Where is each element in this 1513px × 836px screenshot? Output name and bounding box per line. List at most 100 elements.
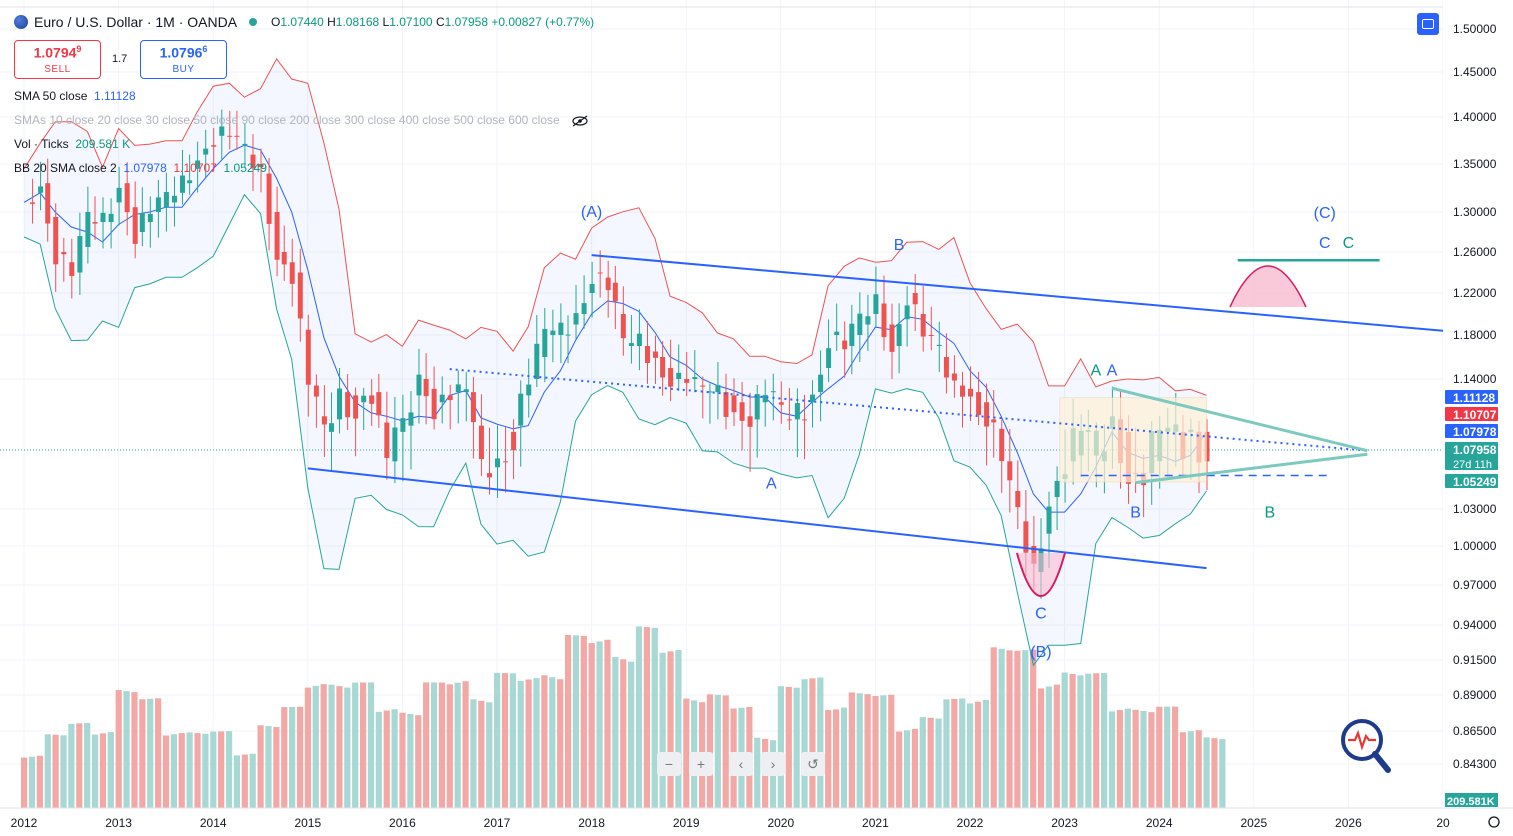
volume-bar xyxy=(840,707,848,808)
time-axis[interactable]: 2012 2013 2014 2015 2016 2017 2018 2019 2020 2021… xyxy=(0,807,1513,836)
scroll-right-button[interactable]: › xyxy=(761,752,785,776)
candle-body xyxy=(478,425,484,460)
candle-body xyxy=(124,183,130,213)
candle-body xyxy=(597,272,603,274)
symbol-title[interactable]: Euro / U.S. Dollar · 1M · OANDA xyxy=(34,14,238,30)
sell-button[interactable]: 1.07949 SELL xyxy=(14,40,101,79)
volume-bar xyxy=(407,713,414,808)
volume-bar xyxy=(1101,673,1108,808)
volume-bar xyxy=(832,709,840,808)
buy-button[interactable]: 1.07966 BUY xyxy=(140,40,227,79)
candle-body xyxy=(842,340,848,350)
candle-body xyxy=(526,384,532,396)
price-tick-label: 1.50000 xyxy=(1453,22,1497,36)
price-tick-label: 1.45000 xyxy=(1453,65,1497,79)
volume-bar xyxy=(541,675,548,808)
price-badge xyxy=(1445,407,1498,421)
candle-body xyxy=(881,303,887,338)
volume-bar xyxy=(1022,650,1029,808)
volume-bar xyxy=(651,627,658,808)
legend-volume[interactable]: Vol · Ticks 209.581 K xyxy=(14,137,131,151)
volume-bar xyxy=(683,698,690,808)
candle-body xyxy=(305,329,311,385)
candle-body xyxy=(928,335,934,336)
bb-lower-line xyxy=(23,193,1207,667)
volume-bar xyxy=(162,735,170,808)
volume-bar xyxy=(856,693,863,808)
volume-bar xyxy=(1116,709,1123,808)
candle-body xyxy=(345,392,351,418)
candle-body xyxy=(612,282,618,302)
volume-bar xyxy=(1085,673,1092,808)
drawings[interactable]: (A)BAC(B)A AB B(C)C C xyxy=(307,204,1444,661)
volume-bar xyxy=(722,695,729,808)
volume-bar xyxy=(194,733,201,808)
candle-body xyxy=(896,324,902,346)
volume-bar xyxy=(296,706,304,808)
wave-label: C xyxy=(1319,235,1331,252)
volume-bar xyxy=(352,682,359,808)
settings-gear-icon[interactable] xyxy=(1488,816,1500,828)
candle-body xyxy=(628,343,634,346)
volume-bar xyxy=(880,695,887,808)
volume-bar xyxy=(320,684,327,808)
candle-body xyxy=(439,394,445,403)
volume-bar xyxy=(257,725,264,808)
reset-chart-button[interactable]: ↺ xyxy=(801,752,825,776)
volume-bar xyxy=(21,757,28,808)
time-tick-label: 2012 xyxy=(11,816,38,830)
volume-bar xyxy=(612,656,619,808)
volume-bar xyxy=(659,652,666,808)
candle-body xyxy=(495,458,500,468)
volume-bar xyxy=(801,679,808,808)
candle-body xyxy=(731,395,737,413)
volume-bar xyxy=(486,702,493,808)
volume-bar xyxy=(367,682,375,808)
volume-bar xyxy=(36,755,43,808)
fullscreen-button[interactable] xyxy=(1417,13,1439,35)
candle-body xyxy=(943,357,949,378)
zoom-in-button[interactable]: + xyxy=(689,752,713,776)
buy-label: BUY xyxy=(172,63,195,75)
candle-body xyxy=(754,394,760,420)
legend-sma50[interactable]: SMA 50 close 1.11128 xyxy=(14,89,136,103)
wave-label: B xyxy=(1265,505,1276,522)
candle-body xyxy=(147,213,153,222)
candle-body xyxy=(511,431,517,451)
volume-bar xyxy=(667,651,674,808)
candle-body xyxy=(92,222,98,224)
candle-body xyxy=(250,154,256,169)
volume-bar xyxy=(170,734,177,808)
price-badge xyxy=(1445,390,1498,404)
magnifier-logo-icon xyxy=(1341,719,1391,773)
volume-bar xyxy=(202,733,209,808)
candle-body xyxy=(77,236,83,273)
candle-body xyxy=(53,217,59,265)
legend-smas[interactable]: SMAs 10 close 20 close 30 close 50 close… xyxy=(14,113,589,127)
volume-bar xyxy=(564,634,572,808)
hidden-eye-icon[interactable] xyxy=(571,115,589,127)
volume-bar xyxy=(620,659,627,808)
volume-bar xyxy=(998,648,1005,808)
volume-bar xyxy=(588,643,595,808)
volume-bar xyxy=(1156,706,1163,808)
candle-body xyxy=(195,160,201,169)
candle-body xyxy=(289,262,295,284)
candle-body xyxy=(778,402,784,405)
price-axis[interactable]: 1.50000 1.45000 1.40000 1.35000 1.30000 1.260… xyxy=(1443,0,1513,836)
volume-bar xyxy=(28,756,36,808)
volume-bar xyxy=(1006,650,1013,808)
candle-body xyxy=(487,473,492,478)
volume-bar xyxy=(1030,649,1037,808)
legend-bollinger[interactable]: BB 20 SMA close 2 1.07978 1.10707 1.0524… xyxy=(14,161,267,175)
candle-body xyxy=(281,252,287,265)
time-tick-label: 2023 xyxy=(1051,816,1078,830)
candle-body xyxy=(211,145,217,147)
candle-body xyxy=(542,328,548,357)
volume-bar xyxy=(959,698,966,808)
volume-bar xyxy=(943,699,950,808)
zoom-out-button[interactable]: − xyxy=(657,752,681,776)
bb-upper-line xyxy=(23,57,1207,396)
scroll-left-button[interactable]: ‹ xyxy=(729,752,753,776)
